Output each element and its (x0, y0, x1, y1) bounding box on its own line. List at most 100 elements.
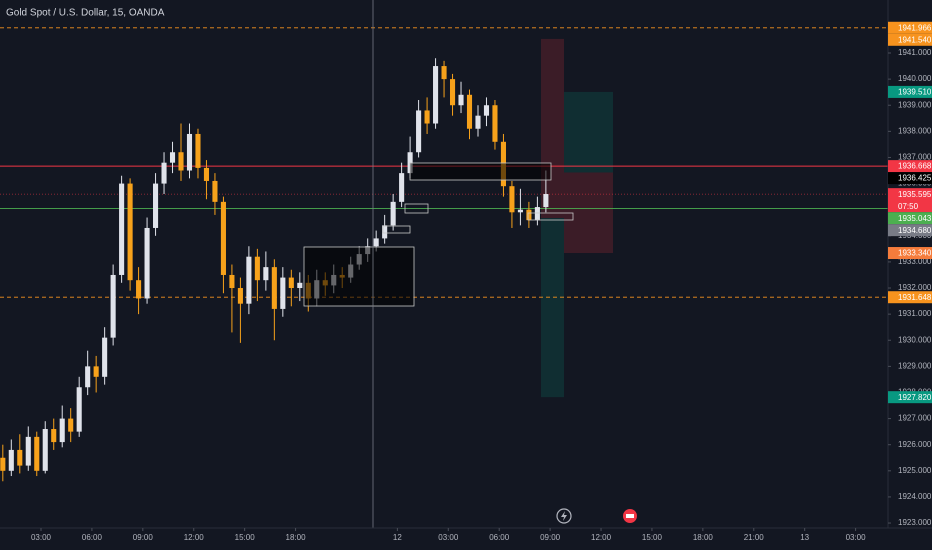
candle-body (246, 256, 252, 304)
y-tick-label: 1930.000 (898, 335, 932, 344)
candle-body (543, 194, 549, 208)
zone-box (404, 203, 429, 214)
x-tick-label: 06:00 (82, 533, 103, 542)
y-tick-label: 1940.000 (898, 74, 932, 83)
price-tag-label: 1936.425 (898, 174, 932, 183)
y-tick-label: 1932.000 (898, 283, 932, 292)
candle-body (237, 288, 243, 304)
candle-body (229, 274, 235, 289)
candle-body (8, 449, 14, 471)
candle-body (102, 337, 108, 377)
candle-body (34, 436, 40, 471)
candle-body (390, 201, 396, 226)
candle-body (17, 449, 23, 466)
countdown: 07:50 (898, 202, 919, 211)
candle-body (212, 180, 218, 202)
x-tick-label: 12:00 (591, 533, 612, 542)
candle-body (526, 209, 532, 221)
price-tag (888, 224, 932, 237)
price-tag (888, 85, 932, 98)
y-tick-label: 1925.000 (898, 466, 932, 475)
candle-body (517, 209, 523, 213)
candle-body (25, 436, 31, 466)
candle-body (492, 105, 498, 142)
candle-body (466, 94, 473, 129)
x-tick-label: 03:00 (438, 533, 459, 542)
y-tick-label: 1926.000 (898, 440, 932, 449)
x-tick-label: 12 (393, 533, 402, 542)
price-tag (888, 188, 932, 213)
candle-body (433, 66, 439, 124)
target-zone (541, 218, 564, 398)
candle-body (263, 267, 269, 281)
candle-body (178, 152, 184, 171)
y-tick-label: 1927.000 (898, 414, 932, 423)
zone-box (382, 225, 411, 234)
plot-area (0, 27, 888, 482)
candle-body (424, 110, 430, 124)
chart-title: Gold Spot / U.S. Dollar, 15, OANDA (6, 8, 165, 19)
candle-body (119, 183, 125, 275)
price-tag-label: 1927.820 (898, 393, 932, 402)
candle-body (136, 280, 142, 299)
candle-body (127, 183, 133, 281)
candle-body (186, 133, 193, 171)
y-tick-label: 1931.000 (898, 309, 932, 318)
candle-body (297, 282, 303, 289)
y-tick-label: 1938.000 (898, 126, 932, 135)
y-tick-label: 1939.000 (898, 100, 932, 109)
candle-body (280, 277, 286, 309)
x-tick-label: 03:00 (846, 533, 867, 542)
zone-box (409, 162, 552, 181)
candle-body (475, 115, 481, 129)
candle-body (382, 225, 388, 239)
candle-body (169, 152, 176, 163)
price-tag-label: 1936.668 (898, 162, 932, 171)
candle-body (373, 238, 379, 247)
x-tick-label: 06:00 (489, 533, 510, 542)
candle-body (76, 387, 82, 432)
candle-body (399, 173, 405, 202)
price-tag-label: 1933.340 (898, 249, 932, 258)
alert-icon[interactable] (556, 508, 572, 524)
candle-body (0, 457, 6, 471)
x-tick-label: 18:00 (286, 533, 307, 542)
price-tag (888, 247, 932, 260)
candle-body (59, 418, 65, 443)
y-tick-label: 1929.000 (898, 361, 932, 370)
x-tick-label: 15:00 (235, 533, 256, 542)
candle-body (203, 167, 210, 181)
zone-box (303, 246, 415, 307)
price-tag (888, 291, 932, 304)
x-tick-label: 13 (800, 533, 809, 542)
candle-body (483, 105, 490, 116)
price-tag (888, 212, 932, 225)
candle-body (144, 227, 150, 299)
price-tag-label: 1935.043 (898, 214, 932, 223)
price-tag (888, 33, 932, 46)
candle-body (51, 429, 57, 443)
price-tag (888, 172, 932, 185)
candle-body (441, 66, 447, 80)
candle-body (449, 79, 456, 106)
price-tag (888, 160, 932, 173)
price-tag-label: 1935.595 (898, 190, 932, 199)
target-zone (564, 91, 613, 173)
candle-body (110, 274, 116, 338)
candle-body (42, 429, 48, 471)
candle-body (534, 207, 540, 221)
stop-zone (541, 38, 564, 219)
y-tick-label: 1924.000 (898, 492, 932, 501)
x-tick-label: 12:00 (184, 533, 205, 542)
candle-body (458, 94, 464, 106)
candle-body (416, 110, 422, 153)
candle-body (85, 366, 91, 388)
candle-body (288, 277, 294, 289)
candle-body (153, 183, 159, 228)
price-tag (888, 21, 932, 34)
event-icon[interactable] (623, 509, 637, 523)
x-tick-label: 03:00 (31, 533, 52, 542)
candle-body (93, 366, 99, 377)
price-tag (888, 391, 932, 404)
